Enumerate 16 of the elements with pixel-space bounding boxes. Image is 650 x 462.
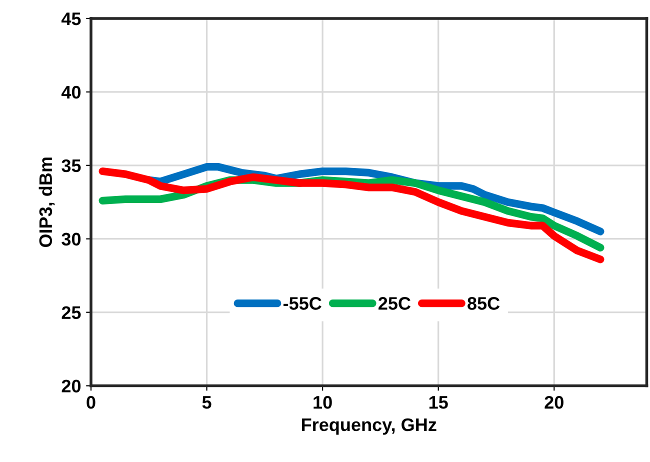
x-tick-label: 20 xyxy=(544,396,564,409)
y-tick-label: 35 xyxy=(62,159,81,172)
legend-label: 25C xyxy=(378,297,411,310)
legend-label: -55C xyxy=(283,297,322,310)
x-tick-label: 15 xyxy=(429,396,448,409)
y-tick-label: 20 xyxy=(62,380,81,392)
x-axis-title: Frequency, GHz xyxy=(302,418,436,435)
y-tick-label: 30 xyxy=(62,232,81,246)
y-tick-label: 45 xyxy=(61,12,81,26)
y-axis-title: OIP3, dBm xyxy=(38,158,55,248)
legend-label: 85C xyxy=(468,297,500,310)
y-tick-label: 40 xyxy=(61,86,81,99)
x-tick-label: 0 xyxy=(86,396,96,409)
x-tick-label: 5 xyxy=(202,396,212,409)
x-tick-label: 10 xyxy=(314,396,332,409)
y-tick-label: 25 xyxy=(62,306,81,320)
